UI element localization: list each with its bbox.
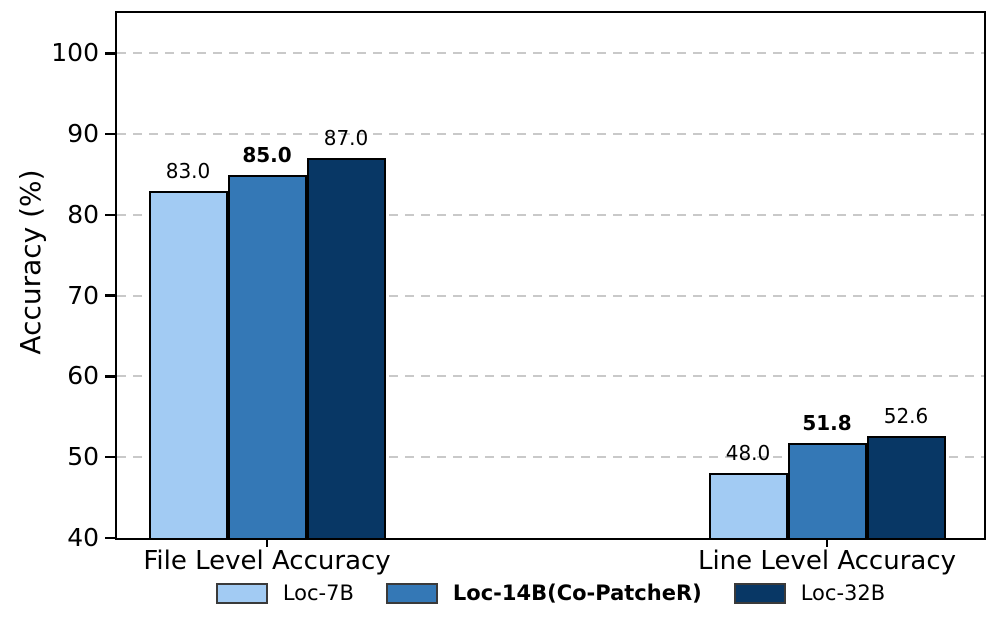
gridline	[117, 294, 984, 297]
bar-value-label: 51.8	[802, 410, 852, 435]
bar	[227, 174, 307, 538]
x-tick-label: Line Level Accuracy	[697, 546, 957, 576]
gridline	[117, 52, 984, 55]
y-axis-tick	[105, 132, 115, 136]
legend-label: Loc-14B(Co-PatcheR)	[452, 581, 702, 605]
y-axis-tick	[105, 294, 115, 297]
bar	[306, 158, 386, 538]
legend-item: Loc-7B	[215, 581, 354, 605]
y-tick-label: 80	[67, 199, 99, 229]
bar	[148, 190, 228, 538]
legend-swatch	[215, 582, 268, 604]
x-axis-tick	[825, 540, 829, 547]
bar-value-label: 83.0	[165, 158, 211, 183]
bar-value-label: 48.0	[725, 441, 771, 466]
y-tick-label: 100	[51, 38, 99, 68]
y-axis-tick	[105, 536, 115, 540]
y-axis-tick	[105, 52, 115, 55]
y-tick-label: 90	[67, 119, 99, 149]
x-tick-label: File Level Accuracy	[143, 546, 391, 576]
y-tick-label: 50	[67, 442, 99, 472]
y-axis-tick	[105, 455, 115, 459]
gridline	[117, 456, 984, 459]
bar-value-label: 87.0	[323, 126, 369, 151]
gridline	[117, 375, 984, 378]
legend-label: Loc-32B	[800, 581, 886, 605]
y-tick-label: 70	[67, 280, 99, 310]
gridline	[117, 213, 984, 216]
y-axis-tick	[105, 213, 115, 217]
gridline	[117, 133, 984, 136]
bar	[866, 436, 946, 538]
y-axis-tick	[105, 375, 115, 378]
legend-item: Loc-32B	[733, 581, 886, 605]
x-axis-tick	[265, 540, 269, 547]
bar-value-label: 52.6	[883, 404, 929, 429]
plot-area: 83.0 85.0 87.0 48.0 51.8 52.6	[114, 10, 986, 540]
legend-swatch	[385, 582, 438, 604]
y-tick-label: 60	[67, 361, 99, 391]
bar-value-label: 85.0	[242, 142, 292, 167]
bar	[787, 442, 867, 538]
legend-item: Loc-14B(Co-PatcheR)	[385, 581, 702, 605]
bar	[708, 473, 788, 538]
legend-swatch	[733, 582, 786, 604]
y-tick-label: 40	[67, 523, 99, 552]
legend-label: Loc-7B	[282, 581, 354, 605]
legend: Loc-7B Loc-14B(Co-PatcheR) Loc-32B	[117, 581, 984, 605]
